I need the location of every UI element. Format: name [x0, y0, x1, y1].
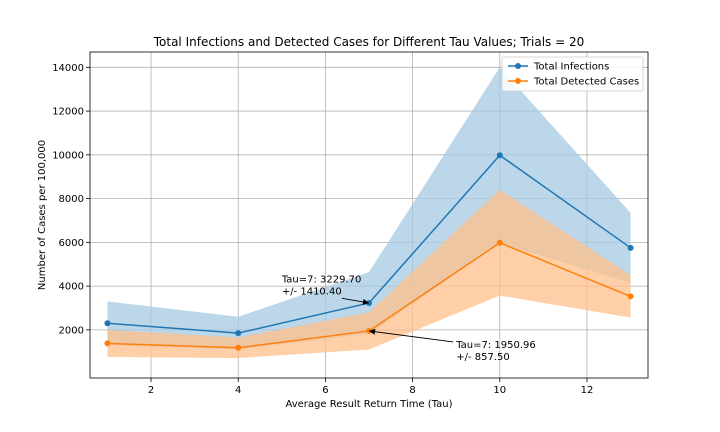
x-tick-label: 10 — [493, 385, 506, 396]
x-axis-title: Average Result Return Time (Tau) — [285, 399, 452, 410]
annotation-label: +/- 1410.40 — [282, 286, 342, 297]
data-point — [496, 152, 503, 159]
legend-marker — [515, 78, 521, 84]
x-tick-label: 12 — [581, 385, 594, 396]
annotations: Tau=7: 3229.70+/- 1410.40 Tau=7: 1950.96+… — [281, 274, 536, 363]
legend-label: Total Infections — [533, 62, 609, 73]
y-tick-label: 12000 — [52, 107, 84, 118]
data-point — [627, 244, 634, 251]
y-axis-title: Number of Cases per 100,000 — [37, 140, 48, 290]
x-tick-label: 2 — [148, 385, 154, 396]
annotation-label: +/- 857.50 — [456, 352, 510, 363]
y-tick-label: 2000 — [59, 325, 84, 336]
legend: Total Infections Total Detected Cases — [501, 56, 644, 92]
confidence-band — [107, 189, 631, 359]
y-tick-label: 14000 — [52, 63, 84, 74]
data-point — [496, 239, 503, 246]
annotation-arrow — [368, 330, 454, 343]
data-point — [104, 340, 111, 347]
data-point — [235, 344, 242, 351]
legend-label: Total Detected Cases — [533, 77, 639, 88]
chart-title: Total Infections and Detected Cases for … — [153, 35, 585, 49]
confidence-bands — [107, 67, 631, 359]
annotation-label: Tau=7: 3229.70 — [281, 274, 362, 285]
data-point — [104, 320, 111, 327]
data-point — [627, 293, 634, 300]
y-tick-label: 6000 — [59, 238, 84, 249]
axes: 2 4 6 8 10 12 2000 4000 6000 8000 10000 12000 14000 — [52, 51, 649, 396]
legend-marker — [515, 63, 521, 69]
y-tick-label: 8000 — [59, 194, 84, 205]
data-point — [235, 330, 242, 337]
x-tick-label: 6 — [322, 385, 328, 396]
x-tick-label: 8 — [409, 385, 415, 396]
plot-frame — [89, 51, 649, 379]
y-tick-label: 4000 — [59, 282, 84, 293]
annotation-arrowhead — [369, 328, 376, 335]
annotation-arrowhead — [362, 298, 369, 305]
annotation-label: Tau=7: 1950.96 — [455, 340, 536, 351]
y-tick-label: 10000 — [52, 150, 84, 161]
legend-box — [501, 56, 644, 92]
x-tick-label: 4 — [235, 385, 241, 396]
confidence-band — [107, 67, 631, 350]
